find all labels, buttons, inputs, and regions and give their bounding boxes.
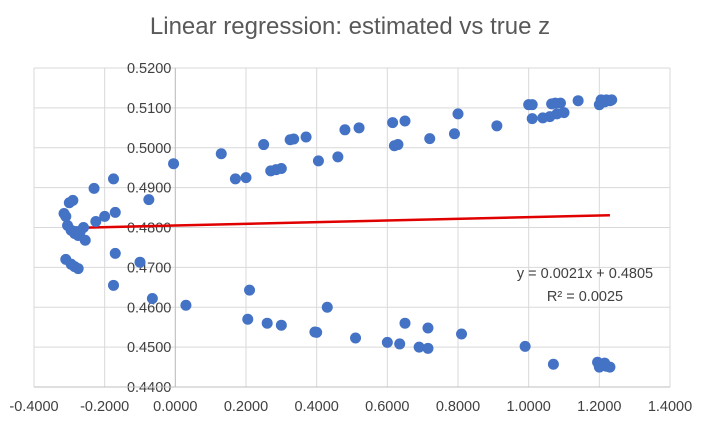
x-tick-label: 0.0000 — [153, 399, 197, 415]
data-point — [422, 342, 434, 354]
data-point — [99, 210, 111, 222]
data-point — [554, 97, 566, 109]
x-tick-label: 1.2000 — [577, 399, 621, 415]
data-point — [350, 332, 362, 344]
y-tick-label: 0.4400 — [127, 380, 171, 396]
data-point — [339, 124, 351, 136]
data-point — [134, 256, 146, 268]
data-point — [353, 122, 365, 134]
data-point — [275, 162, 287, 174]
data-point — [261, 317, 273, 329]
r-squared-label: R² = 0.0025 — [547, 289, 623, 305]
x-tick-label: 0.6000 — [365, 399, 409, 415]
data-point — [108, 279, 119, 291]
points-layer — [58, 94, 618, 373]
x-tick-label: 0.2000 — [224, 399, 268, 415]
data-point — [387, 117, 399, 129]
data-point — [312, 155, 324, 167]
data-point — [424, 133, 436, 145]
chart-title: Linear regression: estimated vs true z — [150, 13, 550, 40]
data-point — [77, 222, 89, 233]
trendline-layer — [65, 213, 610, 230]
data-point — [168, 158, 180, 170]
data-point — [242, 313, 254, 325]
data-point — [90, 216, 102, 228]
data-point — [180, 299, 192, 311]
data-point — [394, 338, 406, 350]
y-tick-label: 0.4600 — [127, 300, 171, 316]
data-point — [558, 107, 570, 119]
data-point — [288, 133, 300, 145]
data-point — [109, 206, 121, 218]
y-tick-label: 0.5200 — [127, 61, 171, 77]
data-point — [399, 115, 411, 127]
y-tick-label: 0.4500 — [127, 340, 171, 356]
data-point — [321, 301, 333, 313]
data-point — [108, 173, 119, 185]
data-point — [448, 128, 460, 140]
data-point — [143, 194, 155, 206]
x-tick-label: -0.4000 — [9, 399, 58, 415]
data-point — [606, 94, 618, 106]
y-tick-label: 0.4700 — [127, 260, 171, 276]
data-point — [275, 319, 287, 331]
data-point — [526, 113, 538, 125]
trendline — [65, 213, 610, 230]
data-point — [300, 131, 312, 143]
y-tick-label: 0.4800 — [127, 221, 171, 237]
data-point — [229, 173, 241, 185]
data-point — [311, 326, 323, 338]
data-point — [79, 234, 91, 246]
x-tick-label: 1.4000 — [648, 399, 692, 415]
data-point — [491, 120, 503, 132]
data-point — [215, 148, 227, 160]
x-tick-label: 1.0000 — [506, 399, 550, 415]
data-point — [547, 358, 559, 370]
data-point — [244, 284, 256, 296]
axis-layer: 0.4400 0.4500 0.4600 0.4700 0.4800 0.4900 0.50… — [9, 61, 692, 415]
data-point — [526, 99, 538, 111]
trendline-equation: y = 0.0021x + 0.4805 — [517, 266, 653, 282]
x-tick-label: 0.4000 — [294, 399, 338, 415]
data-point — [146, 292, 158, 304]
y-tick-label: 0.4900 — [127, 181, 171, 197]
data-point — [399, 317, 411, 329]
data-point — [88, 182, 100, 194]
x-tick-label: 0.8000 — [436, 399, 480, 415]
data-point — [392, 139, 404, 151]
data-point — [572, 95, 584, 107]
data-point — [258, 139, 270, 151]
y-tick-label: 0.5000 — [127, 141, 171, 157]
label-layer: y = 0.0021x + 0.4805 R² = 0.0025 — [517, 266, 653, 305]
y-tick-label: 0.5100 — [127, 101, 171, 117]
data-point — [332, 151, 344, 163]
data-point — [422, 322, 434, 334]
data-point — [456, 328, 468, 340]
data-point — [72, 263, 84, 275]
data-point — [381, 336, 393, 348]
data-point — [604, 361, 616, 373]
data-point — [67, 194, 79, 206]
data-point — [413, 341, 425, 353]
x-tick-label: -0.2000 — [80, 399, 129, 415]
data-point — [452, 108, 464, 120]
data-point — [240, 172, 252, 184]
data-point — [60, 210, 72, 222]
data-point — [519, 340, 531, 352]
data-point — [109, 247, 121, 259]
